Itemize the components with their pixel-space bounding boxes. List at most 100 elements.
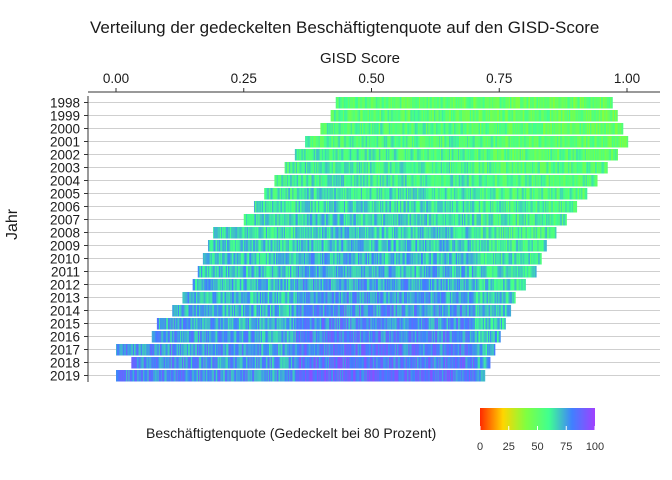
heat-cell	[445, 240, 447, 252]
heat-cell	[471, 227, 474, 239]
heat-cell	[479, 201, 482, 213]
heat-cell	[290, 162, 292, 174]
heat-cell	[514, 214, 517, 226]
heat-cell	[355, 305, 358, 317]
heat-cell	[379, 253, 381, 265]
heat-cell	[300, 305, 302, 317]
heat-cell	[274, 227, 277, 239]
heat-cell	[432, 110, 435, 122]
heat-cell	[197, 318, 199, 330]
heat-cell	[427, 227, 430, 239]
heat-cell	[355, 201, 357, 213]
heat-cell	[235, 227, 238, 239]
heat-cell	[202, 318, 205, 330]
heat-cell	[447, 279, 450, 291]
heat-cell	[339, 227, 341, 239]
heat-cell	[395, 162, 398, 174]
heat-cell	[479, 214, 482, 226]
heat-cell	[322, 214, 325, 226]
heat-cell	[604, 97, 607, 109]
heat-cell	[472, 253, 475, 265]
heat-cell	[372, 175, 374, 187]
heat-cell	[363, 188, 365, 200]
heat-cell	[599, 136, 602, 148]
heat-cell	[270, 253, 272, 265]
heat-cell	[327, 227, 330, 239]
heat-cell	[358, 292, 361, 304]
heat-cell	[531, 175, 534, 187]
heat-cell	[369, 136, 371, 148]
heat-cell	[581, 97, 584, 109]
heat-cell	[465, 123, 468, 135]
heat-cell	[542, 123, 545, 135]
heat-cell	[287, 266, 290, 278]
heat-cell	[478, 227, 481, 239]
heat-cell	[232, 240, 235, 252]
heat-cell	[424, 149, 426, 161]
heat-cell	[380, 162, 382, 174]
heat-cell	[519, 214, 521, 226]
heat-cell	[542, 188, 545, 200]
heat-cell	[336, 279, 339, 291]
heat-cell	[280, 214, 283, 226]
heat-cell	[329, 292, 332, 304]
heat-cell	[421, 240, 424, 252]
heat-cell	[287, 227, 289, 239]
heat-cell	[353, 253, 356, 265]
heat-cell	[499, 97, 502, 109]
heat-cell	[485, 214, 488, 226]
heat-cell	[519, 188, 521, 200]
heat-cell	[520, 123, 523, 135]
heat-cell	[468, 240, 471, 252]
heat-cell	[489, 136, 492, 148]
heat-cell	[449, 110, 452, 122]
heat-cell	[293, 201, 295, 213]
heat-cell	[539, 162, 542, 174]
heat-cell	[352, 292, 354, 304]
heat-cell	[188, 318, 190, 330]
heat-cell	[552, 162, 554, 174]
heat-cell	[261, 201, 264, 213]
heat-cell	[471, 110, 473, 122]
heat-cell	[344, 188, 346, 200]
heat-cell	[349, 214, 352, 226]
heat-cell	[553, 201, 555, 213]
heat-cell	[541, 227, 543, 239]
heat-cell	[345, 201, 347, 213]
heat-cell	[491, 292, 494, 304]
heat-cell	[408, 136, 411, 148]
heat-cell	[420, 149, 423, 161]
heat-cell	[387, 97, 390, 109]
heat-cell	[464, 162, 467, 174]
heat-cell	[573, 110, 576, 122]
heat-cell	[359, 201, 362, 213]
heat-cell	[525, 188, 527, 200]
heat-cell	[474, 110, 477, 122]
heat-cell	[382, 162, 385, 174]
heat-cell	[466, 214, 468, 226]
heat-cell	[330, 266, 333, 278]
heat-cell	[346, 240, 348, 252]
heat-cell	[259, 292, 262, 304]
heat-cell	[354, 110, 356, 122]
heat-cell	[372, 97, 375, 109]
heat-cell	[507, 149, 509, 161]
heat-cell	[492, 279, 495, 291]
heat-cell	[360, 97, 363, 109]
heat-cell	[577, 175, 580, 187]
heat-cell	[584, 175, 587, 187]
heat-cell	[388, 123, 391, 135]
heat-cell	[257, 266, 259, 278]
heat-cell	[156, 318, 159, 330]
heat-cell	[401, 292, 404, 304]
heat-cell	[312, 227, 314, 239]
heat-cell	[422, 175, 425, 187]
heat-cell	[345, 227, 348, 239]
heat-cell	[310, 227, 313, 239]
heat-cell	[555, 201, 557, 213]
heat-cell	[590, 149, 593, 161]
heat-cell	[505, 175, 508, 187]
heat-cell	[528, 227, 531, 239]
heat-cell	[458, 149, 461, 161]
heat-cell	[470, 214, 473, 226]
